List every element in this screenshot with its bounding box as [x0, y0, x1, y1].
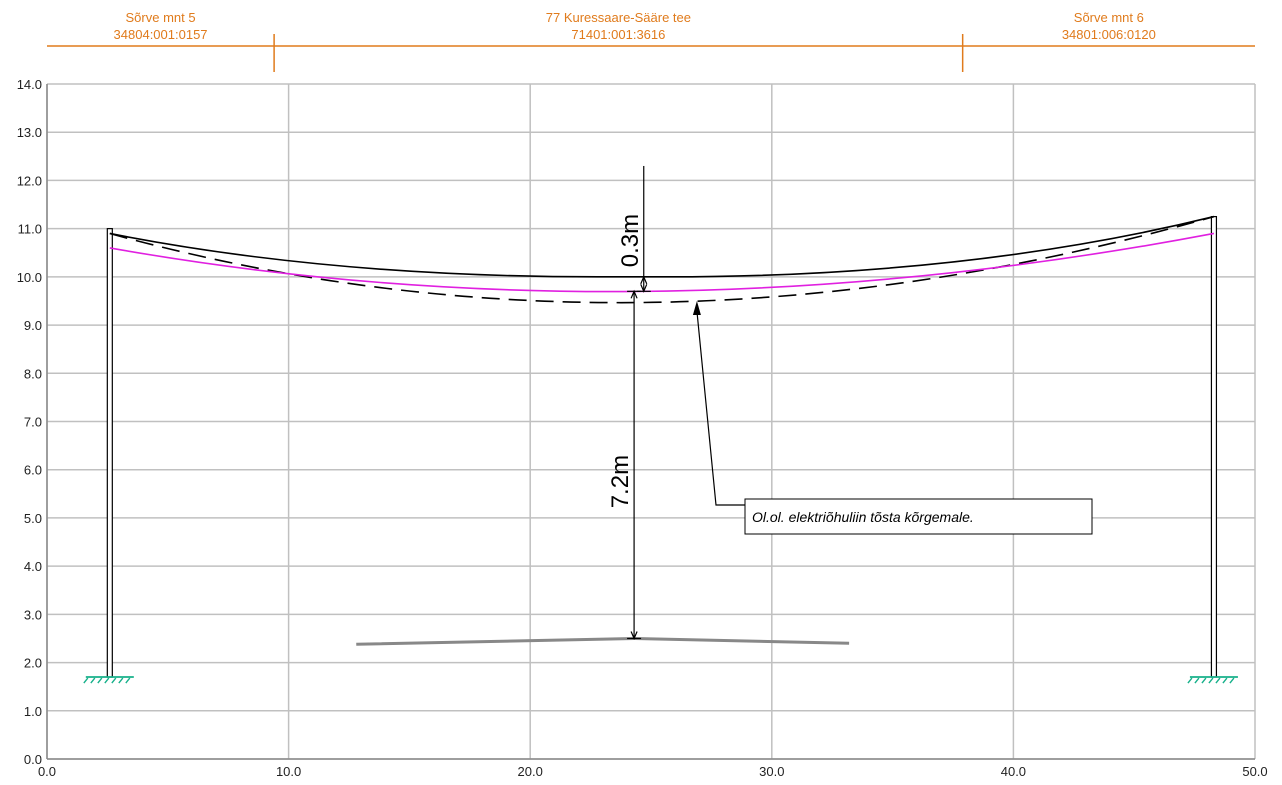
pole [1210, 215, 1218, 678]
y-tick-label: 0.0 [24, 752, 42, 767]
conductor-line-dashed [109, 215, 1215, 304]
ground-hatch-mark [1194, 677, 1200, 684]
y-tick-label: 14.0 [17, 77, 42, 92]
y-tick-label: 12.0 [17, 173, 42, 188]
conductor-line-magenta [109, 232, 1215, 293]
ground-hatch-mark [1222, 677, 1228, 684]
pole [106, 228, 113, 678]
y-tick-label: 2.0 [24, 656, 42, 671]
y-tick-label: 3.0 [24, 607, 42, 622]
dimensions: 0.3m 7.2m [607, 165, 651, 640]
annotation-box [744, 498, 1093, 535]
dimension-label: 0.3m [617, 214, 644, 267]
x-tick-label: 10.0 [276, 764, 301, 779]
ground-hatch-mark [104, 677, 110, 684]
annotation: Ol.ol. elektriõhuliin tõsta kõrgemale. [692, 300, 1093, 535]
road-surface-line [356, 636, 850, 646]
x-tick-label: 0.0 [38, 764, 56, 779]
conductor-lines [109, 215, 1215, 304]
dimension-label: 7.2m [607, 455, 634, 508]
ground-hatch-mark [111, 677, 117, 684]
y-tick-label: 9.0 [24, 318, 42, 333]
parcel-name: 77 Kuressaare-Sääre tee [546, 10, 691, 25]
parcel-boundaries: Sõrve mnt 5 34804:001:0157 77 Kuressaare-S… [47, 10, 1255, 72]
ground-hatch-mark [1187, 677, 1193, 684]
parcel-name: Sõrve mnt 5 [126, 10, 196, 25]
ground-hatch-mark [118, 677, 124, 684]
y-tick-label: 10.0 [17, 270, 42, 285]
y-tick-label: 8.0 [24, 366, 42, 381]
x-tick-label: 40.0 [1001, 764, 1026, 779]
ground-hatch-mark [90, 677, 96, 684]
ground-hatch-mark [125, 677, 131, 684]
dimension-arrow [640, 284, 648, 293]
ground-hatch-mark [1201, 677, 1207, 684]
annotation-arrowhead [692, 300, 701, 315]
x-tick-label: 20.0 [518, 764, 543, 779]
parcel-name: Sõrve mnt 6 [1074, 10, 1144, 25]
grid [46, 83, 1256, 760]
dimension-arrow [640, 275, 648, 285]
parcel-code: 34801:006:0120 [1062, 27, 1156, 42]
parcel-code: 71401:001:3616 [571, 27, 665, 42]
y-tick-label: 11.0 [18, 222, 42, 237]
x-tick-label: 50.0 [1242, 764, 1267, 779]
y-tick-label: 6.0 [24, 463, 42, 478]
y-tick-label: 1.0 [24, 704, 42, 719]
ground-hatch-mark [1215, 677, 1221, 684]
y-tick-label: 7.0 [24, 415, 42, 430]
y-tick-label: 13.0 [17, 125, 42, 140]
dimension-arrow [630, 289, 638, 299]
poles-and-ground [83, 215, 1238, 684]
axis-ticks: 0.0 1.0 2.0 3.0 4.0 5.0 6.0 7.0 8.0 9.0 10.0 11.0 12… [17, 77, 1268, 779]
conductor-line-solid [109, 215, 1215, 278]
annotation-leader [696, 310, 745, 506]
y-tick-label: 4.0 [24, 559, 42, 574]
annotation-text: Ol.ol. elektriõhuliin tõsta kõrgemale. [752, 509, 974, 525]
dimension-arrow [630, 631, 638, 640]
ground-hatch-mark [1229, 677, 1235, 684]
y-tick-label: 5.0 [24, 511, 42, 526]
parcel-code: 34804:001:0157 [114, 27, 208, 42]
ground-hatch-mark [83, 677, 89, 684]
ground-hatch-mark [97, 677, 103, 684]
x-tick-label: 30.0 [759, 764, 784, 779]
ground-hatch-mark [1208, 677, 1214, 684]
